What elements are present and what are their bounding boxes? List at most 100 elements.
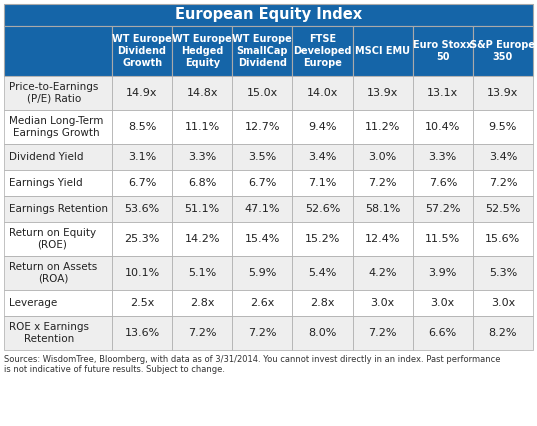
Text: Median Long-Term
Earnings Growth: Median Long-Term Earnings Growth — [9, 116, 104, 138]
Bar — [293, 110, 353, 144]
Bar — [473, 170, 533, 196]
Bar — [413, 110, 473, 144]
Text: 57.2%: 57.2% — [425, 204, 461, 214]
Text: 3.0%: 3.0% — [368, 152, 397, 162]
Text: 7.1%: 7.1% — [308, 178, 337, 188]
Text: Return on Equity
(ROE): Return on Equity (ROE) — [9, 228, 96, 250]
Bar — [233, 110, 293, 144]
Bar — [4, 76, 112, 110]
Bar — [172, 110, 233, 144]
Bar — [4, 4, 533, 26]
Text: Earnings Retention: Earnings Retention — [9, 204, 108, 214]
Bar — [172, 290, 233, 316]
Text: 5.1%: 5.1% — [188, 268, 216, 278]
Bar — [413, 26, 473, 76]
Bar — [4, 222, 112, 256]
Bar — [353, 26, 413, 76]
Text: 9.5%: 9.5% — [489, 122, 517, 132]
Text: FTSE
Developed
Europe: FTSE Developed Europe — [293, 35, 352, 68]
Bar — [172, 170, 233, 196]
Text: 5.4%: 5.4% — [308, 268, 337, 278]
Text: 14.2%: 14.2% — [185, 234, 220, 244]
Text: 51.1%: 51.1% — [185, 204, 220, 214]
Text: 3.0x: 3.0x — [371, 298, 395, 308]
Text: 9.4%: 9.4% — [308, 122, 337, 132]
Text: S&P Europe
350: S&P Europe 350 — [470, 40, 535, 62]
Bar — [473, 290, 533, 316]
Text: 11.1%: 11.1% — [185, 122, 220, 132]
Bar — [413, 144, 473, 170]
Text: 7.2%: 7.2% — [248, 328, 277, 338]
Bar — [353, 256, 413, 290]
Bar — [4, 144, 112, 170]
Text: Price-to-Earnings
(P/E) Ratio: Price-to-Earnings (P/E) Ratio — [9, 82, 98, 104]
Text: 13.9x: 13.9x — [367, 88, 398, 98]
Text: 3.0x: 3.0x — [491, 298, 515, 308]
Bar — [413, 290, 473, 316]
Text: 11.5%: 11.5% — [425, 234, 460, 244]
Bar — [172, 222, 233, 256]
Text: 6.7%: 6.7% — [248, 178, 277, 188]
Bar — [413, 170, 473, 196]
Bar — [172, 144, 233, 170]
Text: Return on Assets
(ROA): Return on Assets (ROA) — [9, 262, 97, 284]
Bar — [233, 196, 293, 222]
Text: 15.4%: 15.4% — [245, 234, 280, 244]
Bar — [473, 144, 533, 170]
Bar — [172, 316, 233, 350]
Bar — [293, 76, 353, 110]
Bar — [293, 316, 353, 350]
Bar — [172, 76, 233, 110]
Text: 6.8%: 6.8% — [188, 178, 216, 188]
Text: Earnings Yield: Earnings Yield — [9, 178, 83, 188]
Text: 7.2%: 7.2% — [368, 178, 397, 188]
Text: 2.8x: 2.8x — [310, 298, 335, 308]
Bar — [353, 110, 413, 144]
Bar — [172, 196, 233, 222]
Bar — [353, 222, 413, 256]
Bar — [233, 26, 293, 76]
Bar — [353, 316, 413, 350]
Bar — [4, 170, 112, 196]
Text: 8.5%: 8.5% — [128, 122, 156, 132]
Text: 2.5x: 2.5x — [130, 298, 154, 308]
Text: Leverage: Leverage — [9, 298, 57, 308]
Bar — [4, 316, 112, 350]
Text: 7.2%: 7.2% — [489, 178, 517, 188]
Text: Dividend Yield: Dividend Yield — [9, 152, 83, 162]
Text: 14.0x: 14.0x — [307, 88, 338, 98]
Text: 13.6%: 13.6% — [125, 328, 159, 338]
Bar — [473, 196, 533, 222]
Bar — [4, 256, 112, 290]
Bar — [353, 196, 413, 222]
Bar — [172, 26, 233, 76]
Bar — [112, 76, 172, 110]
Text: 7.6%: 7.6% — [429, 178, 457, 188]
Bar — [233, 256, 293, 290]
Bar — [353, 170, 413, 196]
Text: 52.5%: 52.5% — [485, 204, 520, 214]
Text: WT Europe
Hedged
Equity: WT Europe Hedged Equity — [172, 35, 232, 68]
Text: 25.3%: 25.3% — [125, 234, 160, 244]
Text: 3.1%: 3.1% — [128, 152, 156, 162]
Text: 5.3%: 5.3% — [489, 268, 517, 278]
Bar — [233, 170, 293, 196]
Bar — [473, 256, 533, 290]
Text: 8.2%: 8.2% — [489, 328, 517, 338]
Bar — [413, 316, 473, 350]
Text: 7.2%: 7.2% — [188, 328, 216, 338]
Bar — [112, 170, 172, 196]
Text: European Equity Index: European Equity Index — [175, 8, 362, 23]
Text: 15.6%: 15.6% — [485, 234, 520, 244]
Text: 6.6%: 6.6% — [429, 328, 457, 338]
Bar — [293, 290, 353, 316]
Text: Euro Stoxx
50: Euro Stoxx 50 — [413, 40, 473, 62]
Text: 3.4%: 3.4% — [308, 152, 337, 162]
Bar — [473, 110, 533, 144]
Text: Sources: WisdomTree, Bloomberg, with data as of 3/31/2014. You cannot invest dir: Sources: WisdomTree, Bloomberg, with dat… — [4, 355, 500, 374]
Bar — [233, 222, 293, 256]
Bar — [4, 290, 112, 316]
Bar — [293, 144, 353, 170]
Text: 58.1%: 58.1% — [365, 204, 400, 214]
Text: 3.4%: 3.4% — [489, 152, 517, 162]
